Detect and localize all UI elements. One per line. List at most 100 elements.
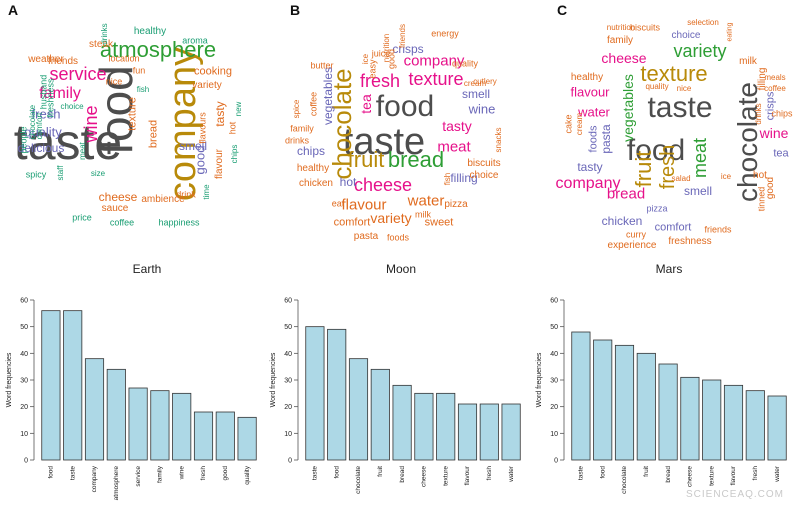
- bar: [305, 326, 325, 461]
- cloud-word: tinned: [756, 186, 767, 212]
- x-tick-label: fruit: [377, 466, 384, 477]
- cloud-word: meat: [78, 142, 87, 160]
- cloud-word: ice: [720, 172, 732, 181]
- cloud-word: milk: [415, 209, 431, 220]
- y-tick-label: 60: [20, 298, 28, 305]
- cloud-word: meat: [690, 137, 710, 179]
- cloud-word: company: [403, 52, 465, 70]
- cloud-word: family: [39, 85, 81, 102]
- x-tick-label: texture: [708, 466, 715, 486]
- x-tick-label: bread: [399, 466, 406, 483]
- bar: [150, 390, 170, 461]
- cloud-word: location: [108, 53, 140, 64]
- cloud-word: fish: [136, 85, 150, 94]
- bar: [457, 403, 478, 461]
- cloud-word: food: [626, 134, 686, 167]
- cloud-word: healthy: [570, 72, 604, 83]
- cloud-word: eat: [331, 198, 345, 209]
- cloud-word: drink: [176, 189, 196, 200]
- cloud-word: coffee: [109, 217, 135, 228]
- cloud-word: happiness: [158, 217, 200, 228]
- cloud-word: healthy: [296, 163, 330, 174]
- x-tick-label: bread: [665, 466, 672, 483]
- y-tick-label: 10: [284, 431, 292, 438]
- cloud-word: variety: [370, 210, 412, 226]
- bar: [614, 344, 635, 461]
- cloud-word: butter: [310, 60, 334, 71]
- x-tick-label: food: [599, 466, 606, 479]
- cloud-word: sauce: [101, 203, 129, 214]
- cloud-word: chips: [230, 144, 239, 164]
- cloud-word: wine: [759, 125, 789, 141]
- bar: [172, 392, 192, 461]
- bar: [128, 387, 148, 461]
- x-tick-label: service: [135, 466, 142, 487]
- cloud-word: wine: [81, 105, 101, 143]
- y-tick-label: 20: [550, 404, 558, 411]
- x-tick-label: food: [333, 466, 340, 479]
- cloud-word: quality: [24, 124, 62, 140]
- cloud-word: taste: [647, 91, 713, 124]
- cloud-word: fruit: [347, 147, 385, 172]
- bar: [392, 384, 412, 461]
- cloud-word: aroma: [182, 35, 208, 46]
- cloud-word: fun: [132, 65, 146, 76]
- cloud-word: sweet: [424, 216, 454, 229]
- cloud-word: company: [555, 175, 621, 192]
- cloud-word: cheese: [353, 175, 413, 195]
- x-tick-label: taste: [69, 466, 76, 480]
- cloud-word: coffee: [764, 84, 786, 93]
- cloud-word: tasty: [442, 118, 472, 134]
- cloud-word: family: [290, 123, 314, 134]
- cloud-word: chicken: [601, 214, 643, 228]
- y-tick-label: 40: [550, 351, 558, 358]
- cloud-word: good: [765, 176, 776, 200]
- y-tick-label: 30: [284, 378, 292, 385]
- cloud-word: foods: [386, 232, 410, 243]
- cloud-word: delicious: [17, 141, 65, 155]
- cloud-word: bread: [387, 147, 445, 172]
- cloud-word: salad: [671, 174, 691, 183]
- watermark: SCIENCEAQ.COM: [685, 489, 784, 500]
- cloud-word: selection: [687, 18, 719, 27]
- cloud-word: hot: [753, 170, 767, 181]
- cloud-word: service: [49, 64, 107, 84]
- cloud-word: drinks: [284, 135, 310, 146]
- cloud-word: tasty: [213, 101, 227, 127]
- cloud-word: flavour: [341, 196, 387, 214]
- x-tick-label: fresh: [486, 466, 493, 481]
- y-tick-label: 60: [550, 298, 558, 305]
- cloud-word: fresh: [359, 71, 401, 91]
- cloud-word: hot: [227, 121, 238, 135]
- cloud-word: vegetables: [321, 66, 335, 126]
- cloud-word: water: [578, 104, 610, 120]
- bar: [41, 310, 61, 461]
- y-tick-label: 20: [284, 404, 292, 411]
- y-tick-label: 50: [20, 324, 28, 331]
- bar: [680, 376, 700, 461]
- y-tick-label: 0: [24, 458, 28, 465]
- cloud-word: spicy: [25, 169, 47, 180]
- y-tick-label: 10: [20, 431, 28, 438]
- cloud-word: biscuits: [629, 22, 661, 33]
- cloud-word: texture: [408, 69, 464, 89]
- bar: [106, 368, 126, 461]
- cloud-word: pizza: [646, 203, 668, 214]
- x-tick-label: chocolate: [621, 466, 628, 494]
- cloud-word: nutrition: [606, 23, 636, 32]
- cloud-word: flavours: [197, 112, 208, 144]
- x-tick-label: taste: [312, 466, 319, 480]
- cloud-word: vegetables: [620, 74, 636, 142]
- bar-chart-earth: Word frequencies 0 10 20 30 40 50 60 food taste co…: [2, 288, 266, 508]
- cloud-word: nice: [676, 84, 692, 93]
- x-tick-label: atmosphere: [113, 466, 120, 501]
- cloud-word: nice: [105, 76, 123, 87]
- y-tick-label: 40: [284, 351, 292, 358]
- bar: [348, 358, 369, 461]
- cloud-word: curry: [626, 229, 646, 240]
- y-tick-label: 30: [550, 378, 558, 385]
- y-tick-label: 0: [554, 458, 558, 465]
- cloud-word: cream: [463, 79, 487, 88]
- cloud-word: cheese: [98, 190, 138, 204]
- panel-letter-a: A: [8, 2, 19, 18]
